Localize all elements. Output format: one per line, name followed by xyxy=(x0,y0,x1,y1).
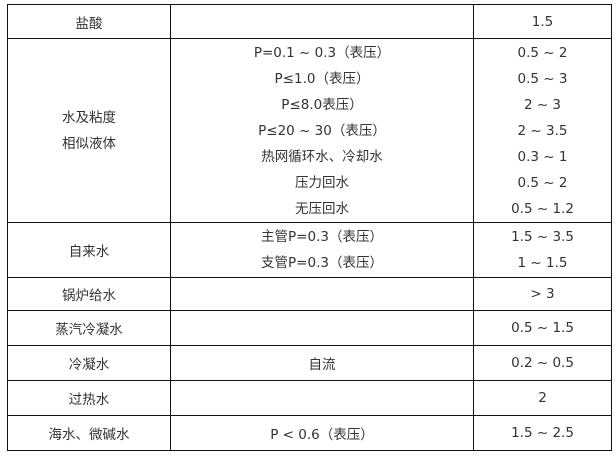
velocity-cell: 2 xyxy=(473,380,612,416)
medium-cell: 冷凝水 xyxy=(7,345,171,381)
medium-text: 盐酸 xyxy=(75,15,103,32)
table-row: 盐酸 1.5 xyxy=(7,4,612,39)
velocity-text: 1.5 ~ 2.5 xyxy=(511,425,574,441)
velocity-cell: 1.5 xyxy=(473,4,612,39)
medium-cell: 过热水 xyxy=(7,380,171,416)
condition-text: 压力回水 xyxy=(295,174,349,191)
table-row: 海水、微碱水 P < 0.6（表压） 1.5 ~ 2.5 xyxy=(7,415,612,451)
velocity-cell: > 3 xyxy=(473,277,612,311)
medium-cell: 水及粘度 相似液体 xyxy=(7,38,171,223)
condition-cell xyxy=(170,4,474,39)
velocity-cell: 1.5 ~ 2.5 xyxy=(473,415,612,451)
condition-cell: P=0.1 ~ 0.3（表压） P≤1.0（表压） P≤8.0表压） P≤20 ~ 3… xyxy=(170,38,474,223)
velocity-text: 2 xyxy=(538,390,547,406)
condition-text: P < 0.6（表压） xyxy=(270,427,374,443)
velocity-text: 0.5 ~ 1.2 xyxy=(511,200,574,217)
velocity-text: 2 ~ 3 xyxy=(523,96,562,113)
medium-text: 冷凝水 xyxy=(68,357,110,373)
medium-text: 过热水 xyxy=(68,392,110,408)
table-row: 冷凝水 自流 0.2 ~ 0.5 xyxy=(7,345,612,381)
medium-text: 海水、微碱水 xyxy=(48,427,130,443)
condition-text: P=0.1 ~ 0.3（表压） xyxy=(253,44,391,61)
velocity-text: 2 ~ 3.5 xyxy=(517,122,568,139)
medium-cell: 盐酸 xyxy=(7,4,171,39)
condition-cell: P < 0.6（表压） xyxy=(170,415,474,451)
velocity-text: 0.3 ~ 1 xyxy=(517,148,568,165)
velocity-text: 1 ~ 1.5 xyxy=(517,255,568,271)
condition-text: P≤20 ~ 30（表压） xyxy=(258,122,386,139)
medium-text: 自来水 xyxy=(68,244,110,260)
condition-cell: 主管P=0.3（表压） 支管P=0.3（表压） xyxy=(170,222,474,278)
condition-text: 无压回水 xyxy=(295,200,349,217)
condition-cell xyxy=(170,310,474,346)
table-row: 水及粘度相似液体 P=0.1 ~ 0.3（表压） P≤1.0（表压） P≤8.0表压）… xyxy=(7,38,612,223)
medium-text: 锅炉给水 xyxy=(62,288,116,304)
medium-cell: 蒸汽冷凝水 xyxy=(7,310,171,346)
velocity-text: 1.5 xyxy=(531,13,554,30)
condition-cell xyxy=(170,380,474,416)
condition-text: P≤1.0（表压） xyxy=(274,70,370,87)
velocity-cell: 0.5 ~ 1.5 xyxy=(473,310,612,346)
velocity-text: 0.5 ~ 3 xyxy=(517,70,568,87)
medium-cell: 锅炉给水 xyxy=(7,277,171,311)
medium-cell: 自来水 xyxy=(7,222,171,278)
velocity-text: 1.5 ~ 3.5 xyxy=(511,229,574,245)
velocity-text: 0.5 ~ 1.5 xyxy=(511,320,574,336)
condition-cell: 自流 xyxy=(170,345,474,381)
medium-text: 相似液体 xyxy=(62,135,116,152)
condition-text: 支管P=0.3（表压） xyxy=(261,255,383,271)
velocity-cell: 0.5 ~ 2 0.5 ~ 3 2 ~ 3 2 ~ 3.5 0.3 ~ 1 0.5 ~ 2… xyxy=(473,38,612,223)
condition-text: 热网循环水、冷却水 xyxy=(261,148,383,165)
table-row: 蒸汽冷凝水 0.5 ~ 1.5 xyxy=(7,310,612,346)
velocity-text: 0.5 ~ 2 xyxy=(517,174,568,191)
table-row: 过热水 2 xyxy=(7,380,612,416)
velocity-text: > 3 xyxy=(530,286,555,302)
condition-cell xyxy=(170,277,474,311)
condition-text: 主管P=0.3（表压） xyxy=(261,229,383,245)
velocity-text: 0.2 ~ 0.5 xyxy=(511,355,574,371)
medium-text: 水及粘度 xyxy=(62,109,116,126)
flow-velocity-table: 盐酸 1.5 水及粘度相似液体 P=0.1 ~ 0.3（表压） P≤1.0（表压） P≤8… xyxy=(7,4,612,451)
velocity-cell: 0.2 ~ 0.5 xyxy=(473,345,612,381)
condition-text: 自流 xyxy=(308,357,336,373)
table-row: 自来水 主管P=0.3（表压） 支管P=0.3（表压） 1.5 ~ 3.5 1 ~ 1.… xyxy=(7,222,612,278)
condition-text: P≤8.0表压） xyxy=(281,96,363,113)
medium-text: 蒸汽冷凝水 xyxy=(55,322,123,338)
velocity-text: 0.5 ~ 2 xyxy=(517,44,568,61)
velocity-cell: 1.5 ~ 3.5 1 ~ 1.5 xyxy=(473,222,612,278)
table-row: 锅炉给水 > 3 xyxy=(7,277,612,311)
medium-cell: 海水、微碱水 xyxy=(7,415,171,451)
